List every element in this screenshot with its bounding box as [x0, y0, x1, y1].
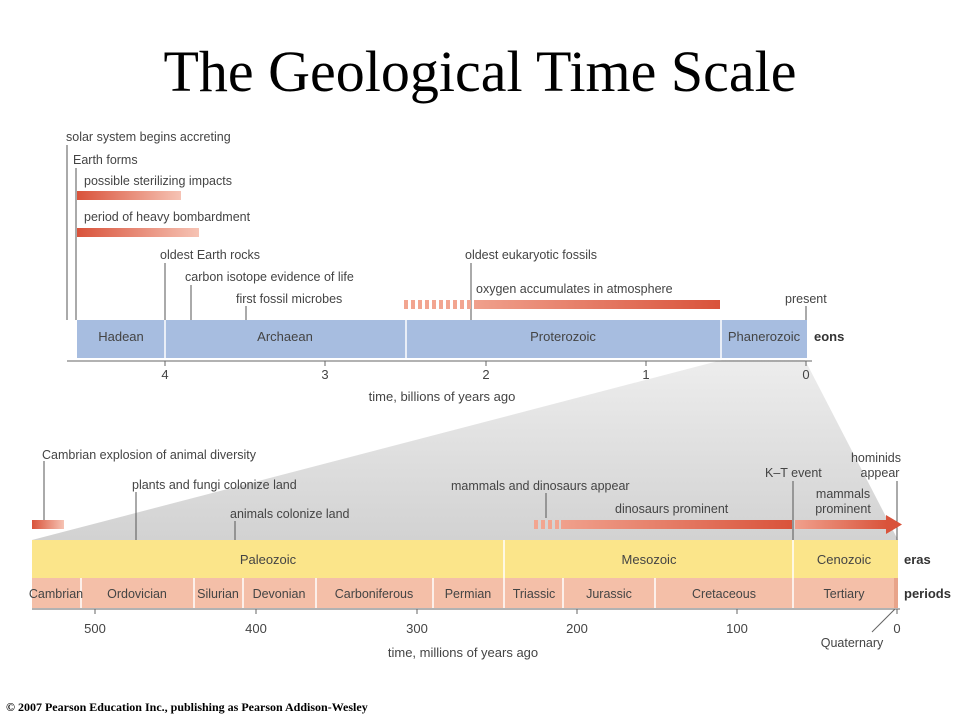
event-label-cambrian: Cambrian explosion of animal diversity [42, 448, 257, 462]
period-label: Tertiary [824, 587, 866, 601]
period-label: Cretaceous [692, 587, 756, 601]
eon-label: Proterozoic [530, 329, 596, 344]
bar-mammals [795, 520, 887, 529]
event-label-mammals-prominent: prominent [815, 502, 871, 516]
event-label-present: present [785, 292, 827, 306]
page-title: The Geological Time Scale [163, 39, 797, 104]
top-tick-label: 2 [482, 367, 489, 382]
period-label: Triassic [513, 587, 556, 601]
event-label-kt: K–T event [765, 466, 822, 480]
period-bar [32, 578, 898, 608]
mammals-arrow-head [886, 515, 902, 534]
copyright-notice: © 2007 Pearson Education Inc., publishin… [6, 700, 368, 714]
event-label-mammals-prominent: mammals [816, 487, 870, 501]
bottom-tick-label: 400 [245, 621, 267, 636]
period-label: Permian [445, 587, 492, 601]
top-tick-label: 3 [321, 367, 328, 382]
event-label-dinos: dinosaurs prominent [615, 502, 729, 516]
eons-row-label: eons [814, 329, 844, 344]
event-label-eukaryotic: oldest eukaryotic fossils [465, 248, 597, 262]
period-label: Ordovician [107, 587, 167, 601]
bottom-tick-label: 200 [566, 621, 588, 636]
event-label-bombardment: period of heavy bombardment [84, 210, 251, 224]
bottom-tick-label: 100 [726, 621, 748, 636]
eras-row-label: eras [904, 552, 931, 567]
eon-bar [77, 320, 807, 358]
event-label-hominids: appear [861, 466, 900, 480]
bar-dinosaurs [561, 520, 792, 529]
period-label: Silurian [197, 587, 239, 601]
bar-oxygen [474, 300, 720, 309]
bar-sterilizing-impacts [77, 191, 181, 200]
bottom-timeline: Cambrian explosion of animal diversity p… [29, 448, 951, 660]
bottom-tick-label: 500 [84, 621, 106, 636]
event-label-hominids: hominids [851, 451, 901, 465]
bottom-tick-label: 0 [893, 621, 900, 636]
period-label: Cambrian [29, 587, 83, 601]
event-label-mammals-dinos: mammals and dinosaurs appear [451, 479, 630, 493]
bar-oxygen-dashes [404, 300, 471, 309]
eon-label: Hadean [98, 329, 144, 344]
period-label: Jurassic [586, 587, 632, 601]
eon-label: Phanerozoic [728, 329, 801, 344]
top-tick-label: 0 [802, 367, 809, 382]
event-label-carbon: carbon isotope evidence of life [185, 270, 354, 284]
event-label-sterilizing: possible sterilizing impacts [84, 174, 232, 188]
eon-label: Archaean [257, 329, 313, 344]
quaternary-sliver [894, 578, 898, 608]
period-label: Carboniferous [335, 587, 414, 601]
era-label: Mesozoic [622, 552, 677, 567]
event-label-solar: solar system begins accreting [66, 130, 231, 144]
top-tick-label: 4 [161, 367, 168, 382]
bar-heavy-bombardment [77, 228, 199, 237]
quaternary-leader [871, 608, 896, 633]
top-tick-label: 1 [642, 367, 649, 382]
periods-row-label: periods [904, 586, 951, 601]
event-label-animals: animals colonize land [230, 507, 350, 521]
era-label: Paleozoic [240, 552, 297, 567]
bar-dinosaurs-dashes [534, 520, 559, 529]
era-bar [32, 540, 898, 578]
top-timeline: solar system begins accreting Earth form… [32, 130, 898, 540]
event-label-earth: Earth forms [73, 153, 138, 167]
event-label-plants: plants and fungi colonize land [132, 478, 297, 492]
bar-cambrian-explosion [32, 520, 64, 529]
top-axis-label: time, billions of years ago [369, 389, 516, 404]
era-label: Cenozoic [817, 552, 872, 567]
bottom-tick-label: 300 [406, 621, 428, 636]
quaternary-label: Quaternary [821, 636, 884, 650]
event-label-rocks: oldest Earth rocks [160, 248, 260, 262]
event-label-oxygen: oxygen accumulates in atmosphere [476, 282, 673, 296]
event-label-microbes: first fossil microbes [236, 292, 342, 306]
period-label: Devonian [253, 587, 306, 601]
bottom-axis-label: time, millions of years ago [388, 645, 538, 660]
zoom-funnel [32, 360, 898, 540]
